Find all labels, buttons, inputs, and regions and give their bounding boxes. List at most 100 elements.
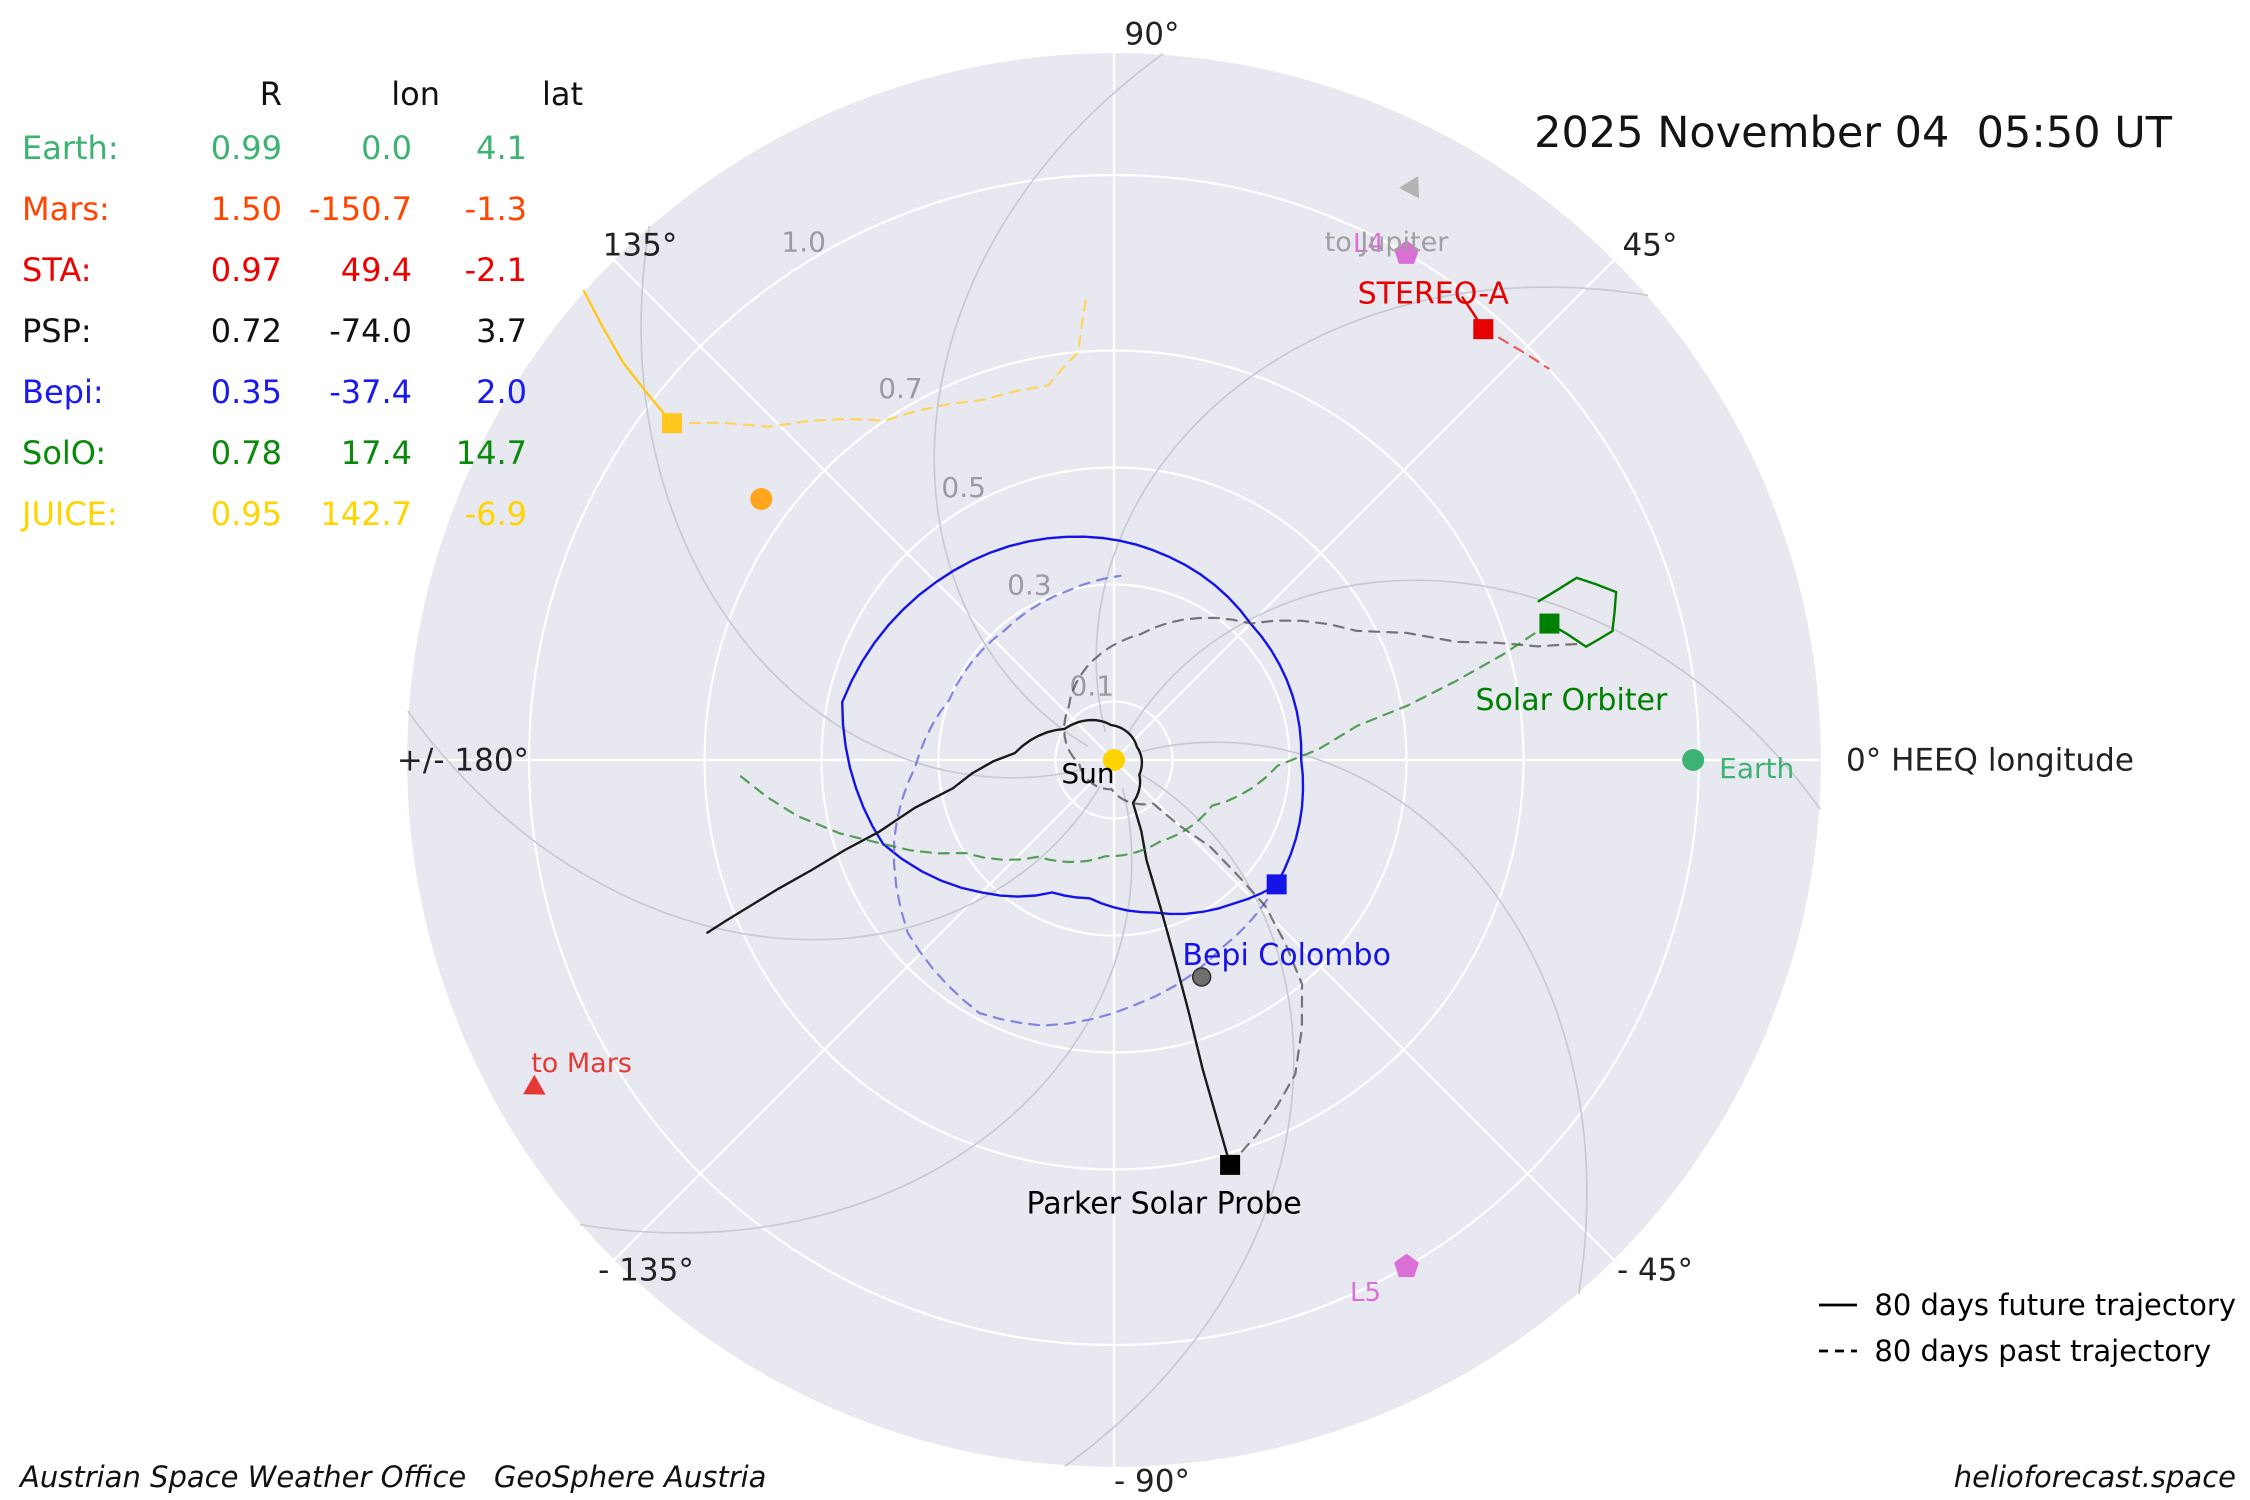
lat-value: -2.1	[464, 250, 527, 289]
lon-value: -37.4	[329, 372, 412, 411]
solar-orbiter-marker	[1539, 613, 1560, 634]
table-row-mars: Mars: 1.50 -150.7 -1.3	[22, 178, 611, 239]
solo-past-trajectory	[735, 622, 1551, 864]
radial-tick-label: 0.7	[878, 372, 923, 405]
to-mars-label: to Mars	[531, 1048, 632, 1079]
header-lon: lon	[391, 74, 440, 113]
stereo-a-label: STEREO-A	[1358, 277, 1510, 312]
lat-value: 4.1	[476, 128, 527, 167]
juice-marker	[661, 413, 682, 434]
radial-tick-label: 0.3	[1007, 568, 1052, 601]
trajectory-legend: 80 days future trajectory 80 days past t…	[1816, 1288, 2236, 1380]
lon-value: -150.7	[308, 189, 412, 228]
body-name: Earth:	[22, 128, 119, 167]
earth-marker	[1682, 749, 1705, 771]
polar-grid-ring	[820, 466, 1408, 1054]
spoke-label: - 90°	[1114, 1464, 1190, 1500]
legend-label: 80 days future trajectory	[1874, 1287, 2236, 1322]
page-title: 2025 November 04 05:50 UT	[1534, 108, 2172, 158]
table-row-sta: STA: 0.97 49.4 -2.1	[22, 239, 611, 300]
venus-marker	[750, 488, 773, 511]
r-value: 0.99	[210, 128, 282, 167]
lat-value: 2.0	[476, 372, 527, 411]
parker-spiral	[407, 710, 1102, 941]
psp-past-trajectory	[1063, 616, 1581, 1166]
spoke-label: 0° HEEQ longitude	[1846, 743, 2134, 779]
to-jupiter-marker	[1398, 175, 1420, 199]
body-name: Mars:	[22, 189, 110, 228]
header-r: R	[259, 74, 282, 113]
spoke-label: - 45°	[1617, 1253, 1693, 1289]
parker-spiral	[1141, 741, 1588, 1295]
header-lat: lat	[541, 74, 583, 113]
bepi-colombo-marker	[1266, 874, 1287, 895]
l5-marker	[1394, 1253, 1419, 1278]
position-table: R lon lat Earth: 0.99 0.0 4.1 Mars: 1.50…	[22, 70, 611, 544]
sun-marker	[1103, 749, 1125, 771]
bepi-future-trajectory	[840, 535, 1305, 916]
l4-label: L4	[1353, 229, 1384, 259]
dashed-line-icon	[1819, 1349, 1858, 1352]
parker-spiral	[1126, 579, 1821, 810]
lon-value: 142.7	[320, 494, 412, 533]
psp-label: Parker Solar Probe	[1027, 1186, 1302, 1221]
polar-grid-spoke	[1113, 759, 1616, 1262]
table-row-psp: PSP: 0.72 -74.0 3.7	[22, 300, 611, 361]
l4-marker	[1394, 240, 1419, 264]
juice-past-trajectory	[670, 297, 1087, 428]
lon-value: 49.4	[340, 250, 412, 289]
legend-label: 80 days past trajectory	[1874, 1333, 2212, 1368]
lon-value: -74.0	[329, 311, 412, 350]
bepi-colombo-label: Bepi Colombo	[1182, 938, 1391, 973]
table-row-bepi: Bepi: 0.35 -37.4 2.0	[22, 361, 611, 422]
legend-item-future: 80 days future trajectory	[1816, 1287, 2236, 1322]
parker-spiral	[1095, 286, 1649, 733]
table-row-solo: SolO: 0.78 17.4 14.7	[22, 422, 611, 483]
body-name: STA:	[22, 250, 92, 289]
solar-orbiter-label: Solar Orbiter	[1475, 683, 1668, 718]
solid-line-icon	[1819, 1303, 1858, 1306]
table-row-earth: Earth: 0.99 0.0 4.1	[22, 117, 611, 178]
psp-future-trajectory	[706, 718, 1232, 1167]
lat-value: 14.7	[455, 433, 527, 472]
legend-item-past: 80 days past trajectory	[1816, 1333, 2236, 1368]
r-value: 0.97	[210, 250, 282, 289]
lon-value: 0.0	[361, 128, 412, 167]
r-value: 0.72	[210, 311, 282, 350]
stereo-a-marker	[1473, 319, 1494, 340]
spoke-label: +/- 180°	[397, 743, 529, 779]
bepi-past-trajectory	[892, 574, 1278, 1027]
parker-spiral	[1064, 772, 1295, 1467]
lat-value: -1.3	[464, 189, 527, 228]
office-credit: Austrian Space Weather Office GeoSphere …	[20, 1460, 767, 1494]
spoke-label: 45°	[1623, 228, 1678, 264]
body-name: SolO:	[22, 433, 107, 472]
parker-spiral	[579, 787, 1133, 1234]
polar-grid-spoke	[612, 258, 1115, 761]
r-value: 0.95	[210, 494, 282, 533]
body-name: JUICE:	[22, 494, 118, 533]
r-value: 0.35	[210, 372, 282, 411]
lon-value: 17.4	[340, 433, 412, 472]
mercury-marker	[1191, 967, 1212, 987]
radial-tick-label: 1.0	[781, 226, 826, 259]
table-row-juice: JUICE: 0.95 142.7 -6.9	[22, 483, 611, 544]
parker-spiral	[933, 53, 1164, 748]
spoke-label: - 135°	[598, 1253, 694, 1289]
r-value: 1.50	[210, 189, 282, 228]
radial-tick-label: 0.1	[1069, 669, 1114, 702]
polar-grid-spoke	[1113, 258, 1616, 761]
body-name: Bepi:	[22, 372, 104, 411]
spoke-label: 90°	[1125, 17, 1180, 53]
lat-value: -6.9	[464, 494, 527, 533]
stereo-a-past-trajectory	[1482, 328, 1550, 370]
sun-label: Sun	[1061, 757, 1114, 790]
body-name: PSP:	[22, 311, 92, 350]
to-mars-marker	[523, 1074, 546, 1095]
polar-grid-spoke	[612, 759, 1115, 1262]
juice-future-trajectory	[582, 289, 674, 425]
parker-spiral	[640, 225, 1087, 779]
psp-marker	[1220, 1154, 1241, 1175]
lat-value: 3.7	[476, 311, 527, 350]
